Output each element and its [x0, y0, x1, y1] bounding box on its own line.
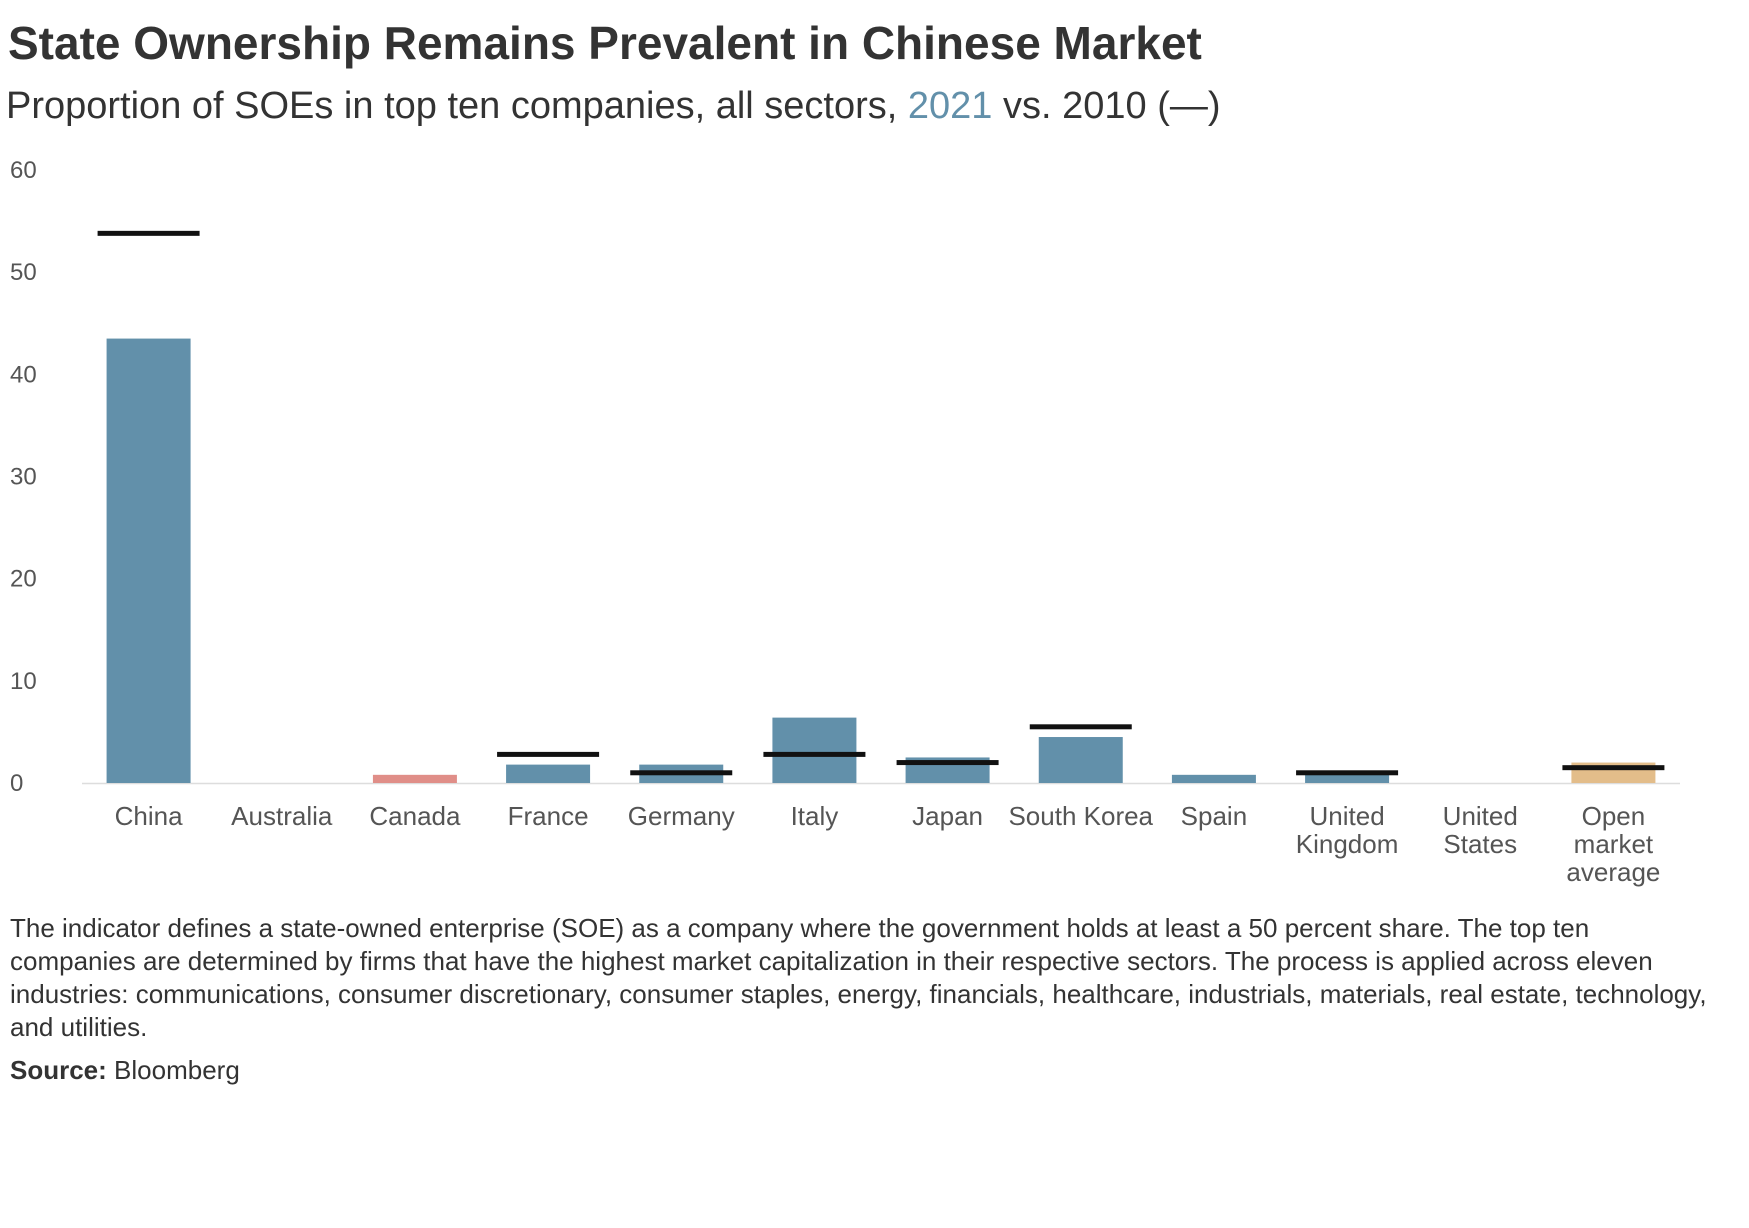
x-tick-label: China: [115, 801, 183, 831]
bars-2021: [106, 338, 1656, 783]
x-tick-label: Italy: [791, 801, 839, 831]
source-label: Source:: [10, 1055, 107, 1085]
marker-2010-italy: [763, 751, 866, 757]
marker-2010-france: [497, 751, 600, 757]
marker-2010-open-market-average: [1562, 765, 1665, 771]
markers-2010: [97, 230, 1665, 776]
x-tick-label: Spain: [1181, 801, 1248, 831]
y-tick-label: 0: [10, 770, 23, 797]
y-tick-label: 20: [10, 566, 37, 593]
bar-2021-canada: [372, 774, 457, 783]
marker-2010-south-korea: [1029, 724, 1132, 730]
bar-2021-france: [506, 764, 591, 783]
subtitle-prefix: Proportion of SOEs in top ten companies,…: [6, 85, 908, 127]
bar-2021-south-korea: [1038, 737, 1123, 783]
x-tick-label: United Kingdom: [1296, 801, 1399, 859]
bar-2021-china: [106, 338, 191, 783]
x-tick-label: Germany: [628, 801, 735, 831]
subtitle-suffix: vs. 2010 (—): [992, 85, 1221, 127]
x-tick-label: Australia: [231, 801, 333, 831]
x-axis: China Australia Canada France Germany Italy Ja…: [115, 801, 1661, 887]
x-tick-label: South Korea: [1008, 801, 1153, 831]
source-value: Bloomberg: [114, 1055, 240, 1085]
y-tick-label: 10: [10, 668, 37, 695]
y-tick-label: 60: [10, 157, 37, 184]
bar-2021-italy: [772, 717, 857, 783]
y-tick-label: 50: [10, 259, 37, 286]
marker-2010-china: [97, 230, 200, 236]
subtitle-highlight-2021: 2021: [907, 85, 993, 127]
chart-title: State Ownership Remains Prevalent in Chi…: [8, 17, 1202, 69]
y-tick-label: 40: [10, 361, 37, 388]
bar-2021-united-kingdom: [1305, 773, 1390, 783]
x-tick-label: Canada: [369, 801, 461, 831]
marker-2010-united-kingdom: [1296, 770, 1399, 776]
x-tick-label: United States: [1443, 801, 1518, 859]
chart-note: The indicator defines a state-owned ente…: [10, 913, 1707, 1042]
bar-2021-spain: [1171, 774, 1256, 783]
marker-2010-germany: [630, 770, 733, 776]
y-tick-label: 30: [10, 464, 37, 491]
bar-chart: 0 10 20 30 40 50 60 China Australia Canada France…: [10, 157, 1680, 887]
x-tick-label: France: [508, 801, 589, 831]
marker-2010-japan: [896, 760, 999, 766]
chart-subtitle: Proportion of SOEs in top ten companies,…: [6, 85, 1221, 128]
y-axis: 0 10 20 30 40 50 60: [10, 157, 37, 797]
source-line: Source: Bloomberg: [10, 1055, 240, 1086]
x-tick-label: Open market average: [1566, 801, 1660, 887]
x-tick-label: Japan: [912, 801, 983, 831]
